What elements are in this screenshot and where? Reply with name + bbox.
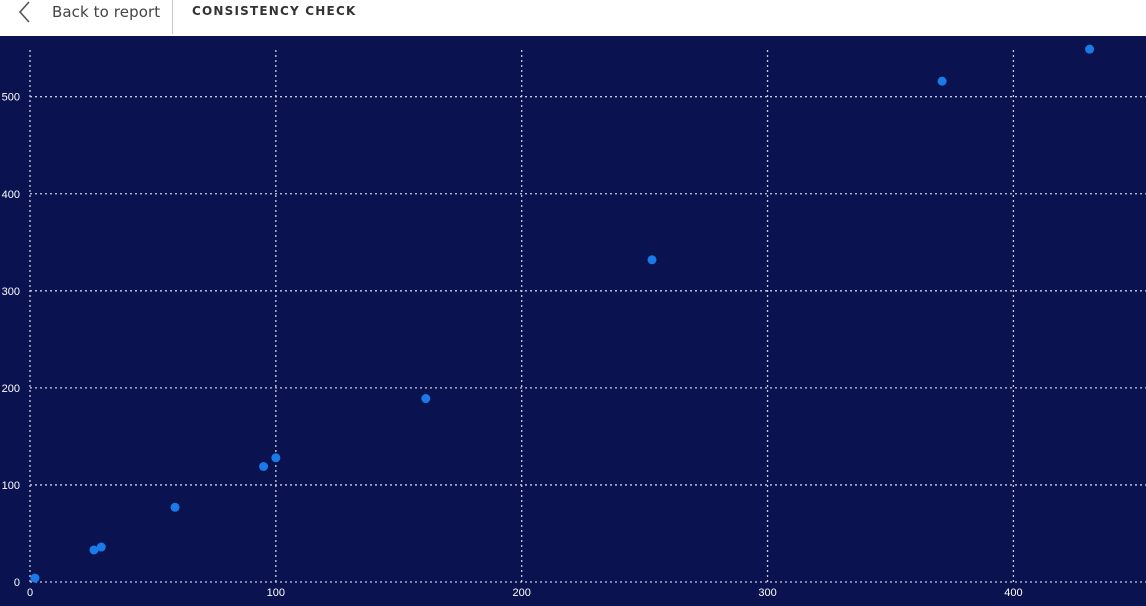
y-tick-label: 500 — [2, 92, 20, 104]
x-tick-label: 100 — [267, 587, 285, 599]
data-point — [89, 545, 99, 555]
y-tick-label: 0 — [14, 577, 20, 589]
back-to-report-label: Back to report — [52, 3, 161, 21]
data-point — [937, 76, 947, 86]
page-title: CONSISTENCY CHECK — [192, 4, 357, 18]
data-point — [96, 542, 106, 552]
data-point — [421, 394, 431, 404]
data-point — [647, 255, 657, 265]
top-bar: Back to report CONSISTENCY CHECK — [0, 0, 1146, 36]
data-point — [259, 461, 269, 471]
x-tick-label: 0 — [27, 587, 33, 599]
header-divider — [172, 0, 173, 34]
data-point — [170, 502, 180, 512]
back-to-report-button[interactable]: Back to report — [16, 0, 160, 24]
chart-background — [0, 36, 1146, 606]
y-tick-label: 200 — [2, 383, 20, 395]
y-tick-label: 400 — [2, 189, 20, 201]
x-tick-label: 200 — [513, 587, 531, 599]
data-point — [1085, 44, 1095, 54]
x-tick-label: 400 — [1004, 587, 1022, 599]
scatter-chart-svg: 0 100 200 300 400 0 100 200 300 400 500 — [0, 36, 1146, 606]
scatter-chart: 0 100 200 300 400 0 100 200 300 400 500 — [0, 36, 1146, 606]
x-tick-label: 300 — [758, 587, 776, 599]
y-tick-label: 100 — [2, 480, 20, 492]
data-point — [271, 453, 281, 463]
data-point — [30, 573, 40, 583]
y-tick-label: 300 — [2, 286, 20, 298]
chevron-left-icon — [16, 0, 36, 24]
